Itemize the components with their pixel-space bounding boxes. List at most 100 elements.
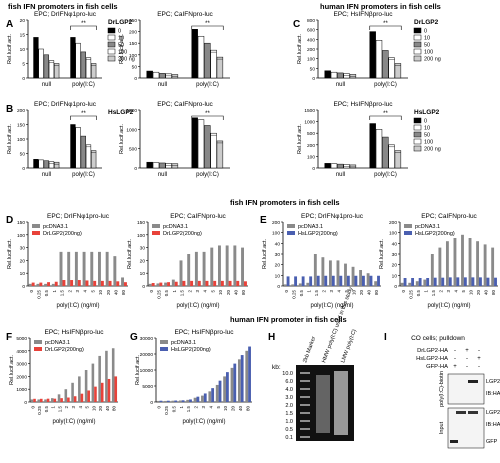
- legend-swatch: [152, 231, 160, 235]
- bar: [164, 400, 167, 402]
- bar: [324, 275, 328, 286]
- x-tick-label: 5: [461, 290, 466, 293]
- legend-swatch: [32, 231, 40, 235]
- y-tick-label: 10: [20, 271, 26, 277]
- legend-label: pcDNA3.1: [163, 224, 188, 230]
- panel-letter-e: E: [260, 215, 267, 226]
- y-tick-label: 0: [134, 76, 137, 82]
- bar: [37, 399, 41, 402]
- y-tick-label: 400: [307, 37, 315, 43]
- x-tick-label: 80: [121, 290, 126, 296]
- legend-swatch: [413, 124, 422, 131]
- bar: [468, 238, 472, 286]
- x-tick-label: 1: [423, 290, 428, 293]
- y-tick-label: 500: [307, 131, 315, 137]
- x-tick-label: 10: [469, 290, 474, 296]
- legend-swatch: [413, 55, 422, 62]
- bar: [80, 51, 86, 79]
- bar: [286, 276, 290, 286]
- bar: [74, 251, 78, 286]
- y-tick-label: 30: [392, 252, 398, 258]
- legend-swatch: [34, 347, 42, 351]
- blot-mark: -: [466, 356, 468, 362]
- x-tick-label: 0.5: [299, 290, 304, 297]
- legend-label: DrLGP2(200ng): [163, 231, 202, 237]
- bar: [59, 251, 63, 286]
- legend-swatch: [107, 48, 116, 55]
- bar: [204, 42, 211, 79]
- legend-title: DrLGP2: [108, 19, 133, 26]
- panel-letter-a: A: [6, 19, 13, 30]
- legend-label: 100: [118, 50, 127, 56]
- y-tick-label: 20: [392, 263, 398, 269]
- bar: [67, 251, 71, 286]
- bar: [48, 161, 55, 169]
- chart-title: EPC; HsIFNβpro-luc: [175, 329, 235, 336]
- sig-mark: **: [81, 111, 86, 117]
- y-tick-label: 800: [307, 18, 315, 24]
- chart-f: EPC; HsIFNβpro-lucRel.lucif.act.01000200…: [9, 329, 118, 425]
- bar: [301, 276, 305, 286]
- y-tick-label: 100: [307, 57, 315, 63]
- x-tick-label: 3: [75, 290, 80, 293]
- bar: [105, 350, 108, 402]
- y-tick-label: 200: [307, 47, 315, 53]
- legend-swatch: [413, 34, 422, 41]
- y-tick-label: 50: [132, 64, 138, 70]
- bar: [152, 71, 160, 79]
- legend-swatch: [413, 41, 422, 48]
- y-tick-label: 100: [272, 231, 280, 237]
- bar: [433, 277, 437, 286]
- y-axis-label: Rel.lucif.act.: [135, 355, 141, 385]
- bar: [418, 278, 422, 286]
- bar: [178, 400, 182, 402]
- bar: [306, 282, 310, 286]
- bar: [456, 277, 460, 286]
- x-tick-label: 80: [491, 290, 496, 296]
- x-tick-label: 40: [484, 290, 489, 296]
- bar: [225, 245, 229, 286]
- bar: [339, 275, 343, 286]
- x-tick-label: 4: [454, 290, 459, 293]
- bar: [438, 247, 442, 286]
- chart-title: EPC; HsIFNβpro-luc: [334, 101, 394, 108]
- bar: [28, 283, 32, 286]
- bar: [100, 280, 104, 286]
- bar: [408, 282, 412, 286]
- y-tick-label: 10: [392, 273, 398, 279]
- gel-tick-label: 0.1: [285, 435, 293, 441]
- blot-row-label: GFP-HA: [426, 364, 448, 370]
- blot-left-label: poly(I:C)-biotin: [439, 371, 445, 407]
- x-tick-label: 1.5: [57, 406, 62, 413]
- bar: [191, 117, 198, 169]
- x-tick-label: 80: [112, 406, 117, 412]
- blot-right-label: IB:HA: [486, 422, 500, 428]
- x-tick-label: 5: [90, 290, 95, 293]
- bar: [189, 399, 192, 402]
- y-tick-label: 150: [17, 220, 25, 226]
- y-tick-label: 150: [129, 41, 137, 47]
- legend-title: HsLGP2: [108, 109, 134, 116]
- bar: [316, 275, 320, 286]
- y-tick-label: 10: [140, 271, 146, 277]
- y-tick-label: 20000: [140, 352, 154, 358]
- x-tick-label: 40: [105, 406, 110, 412]
- bar: [70, 280, 74, 286]
- bar: [448, 277, 452, 286]
- x-axis-label: poly(I:C) (ng/ml): [52, 419, 95, 425]
- sig-mark: **: [205, 111, 210, 117]
- y-tick-label: 0: [142, 284, 145, 290]
- x-tick-label: 4: [203, 290, 208, 293]
- bar: [190, 280, 194, 286]
- bar: [463, 277, 467, 286]
- bar: [283, 284, 287, 286]
- x-tick-label: 0.5: [171, 406, 176, 413]
- y-tick-label: 0: [134, 166, 137, 172]
- gel-tick-label: 1.0: [285, 419, 293, 425]
- header-fish-mid: fish IFN promoters in fish cells: [230, 198, 340, 207]
- x-tick-label: 3: [195, 290, 200, 293]
- category-label: poly(I:C): [374, 82, 397, 88]
- x-tick-label: 4: [337, 290, 342, 293]
- x-tick-label: 0.5: [416, 290, 421, 297]
- bar: [84, 370, 88, 402]
